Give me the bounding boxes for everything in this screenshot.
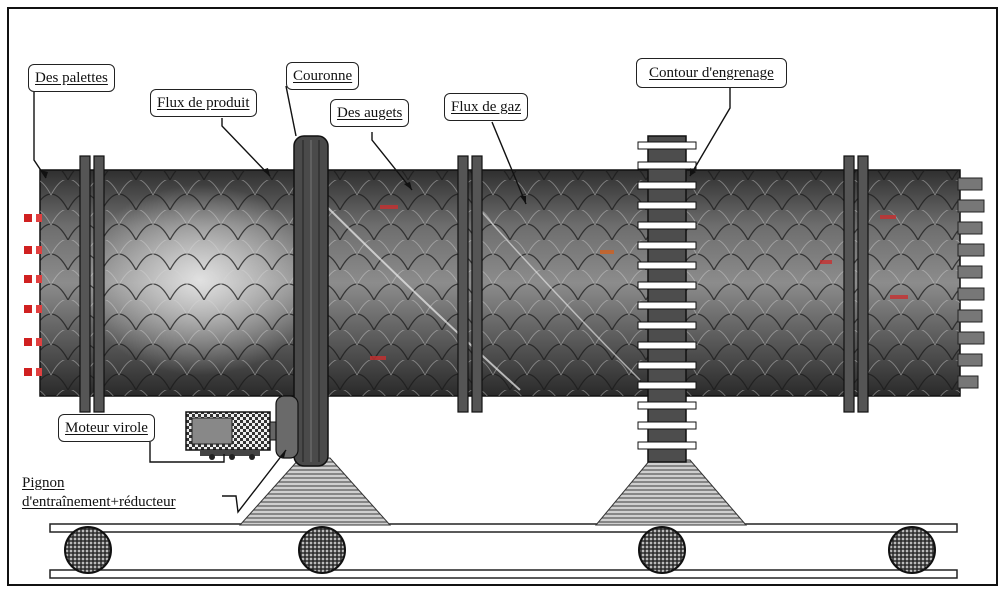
leader-lines — [33, 85, 731, 514]
rotating-shell — [24, 169, 985, 397]
shell-bands — [79, 155, 869, 413]
label-flux-de-produit: Flux de produit — [150, 89, 257, 117]
label-flux-de-gaz: Flux de gaz — [444, 93, 528, 121]
support-pedestals — [238, 457, 748, 526]
gear-contour — [637, 135, 697, 463]
label-couronne: Couronne — [286, 62, 360, 90]
label-pignon-line2: d'entraînement+réducteur — [22, 494, 176, 510]
inlet-burners — [24, 214, 42, 376]
label-des-palettes: Des palettes — [28, 64, 115, 92]
girth-gear-couronne — [293, 135, 329, 467]
drive-motor — [185, 411, 289, 460]
outlet-palettes — [957, 177, 985, 389]
drive-pinion — [275, 395, 299, 459]
label-contour-engrenage: Contour d'engrenage — [636, 58, 787, 88]
leader-arrowheads — [40, 168, 696, 458]
label-des-augets: Des augets — [330, 99, 410, 127]
support-wheels — [64, 526, 936, 574]
label-moteur-virole: Moteur virole — [58, 414, 155, 442]
label-pignon-line1: Pignon — [22, 475, 65, 491]
rail-track — [49, 523, 958, 579]
label-pignon-reducteur: Pignon d'entraînement+réducteur — [22, 474, 176, 512]
